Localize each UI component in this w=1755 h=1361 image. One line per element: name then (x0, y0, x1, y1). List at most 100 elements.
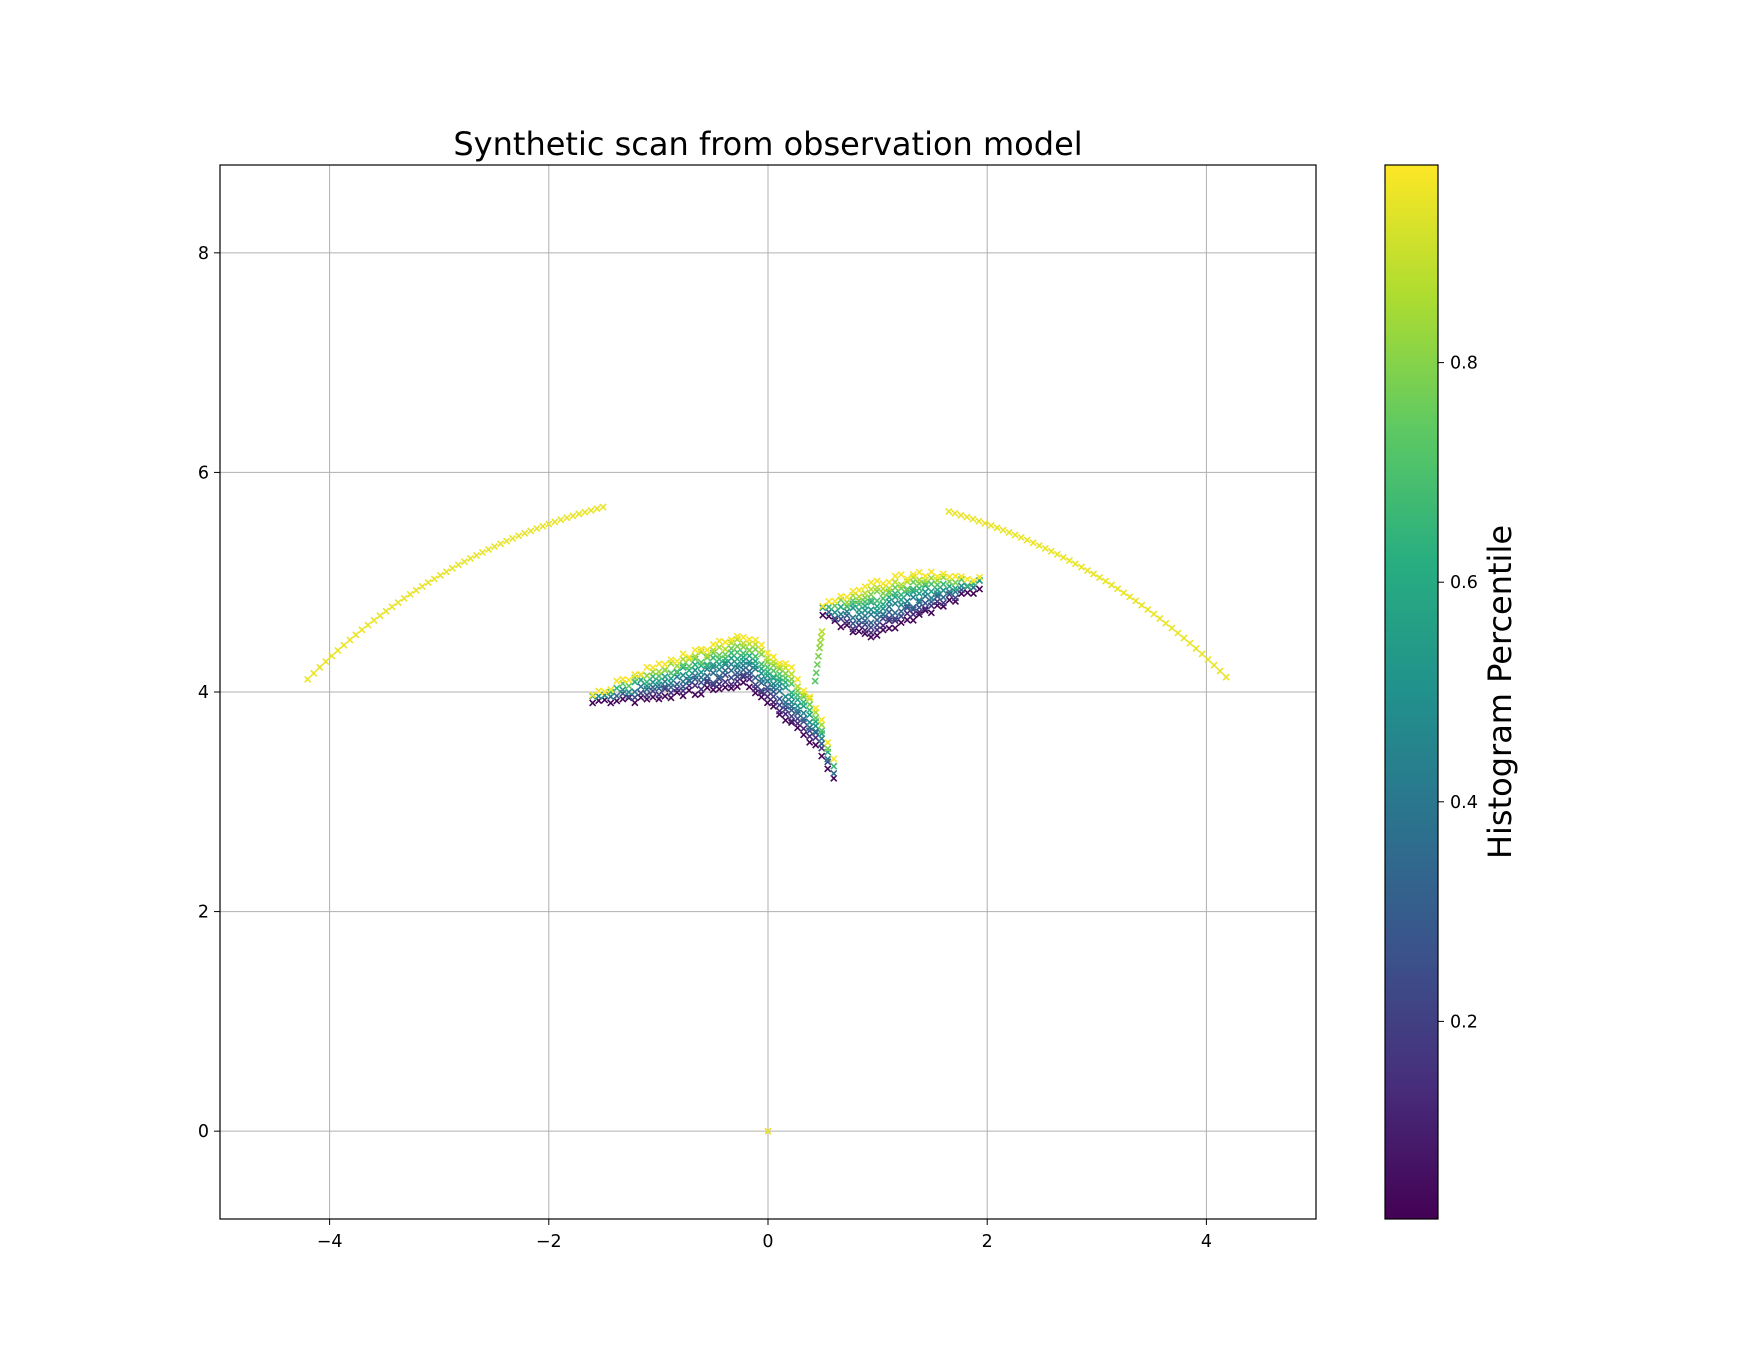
scatter-point (903, 586, 911, 594)
scatter-point (527, 527, 535, 535)
scatter-point (1017, 533, 1025, 542)
scatter-point (394, 598, 402, 607)
scatter-point (903, 604, 911, 612)
scatter-point (545, 520, 553, 528)
scatter-point (533, 525, 541, 533)
scatter-point (691, 672, 699, 680)
scatter-point (825, 608, 833, 616)
scatter-point (787, 670, 796, 678)
scatter-point (775, 695, 784, 703)
scatter-point (830, 755, 838, 763)
scatter-point (800, 715, 808, 723)
scatter-point (927, 587, 935, 596)
scatter-point (739, 639, 747, 647)
scatter-point (478, 548, 487, 556)
scatter-point (867, 606, 875, 614)
scatter-point (721, 666, 729, 675)
scatter-point (927, 580, 935, 588)
scatter-point (727, 645, 735, 653)
scatter-point (751, 636, 759, 644)
scatter-point (903, 609, 911, 617)
scatter-point (709, 661, 717, 669)
scatter-point (855, 593, 863, 601)
scatter-point (775, 659, 784, 667)
scatter-point (751, 652, 759, 660)
scatter-point (340, 641, 348, 649)
scatter-point (781, 698, 790, 706)
scatter-point (921, 582, 929, 590)
scatter-point (903, 578, 911, 586)
scatter-point (861, 612, 869, 620)
scatter-point (727, 654, 735, 662)
scatter-point (843, 617, 851, 626)
scatter-point (691, 655, 699, 663)
scatter-point (993, 524, 1001, 532)
scatter-point (787, 698, 796, 706)
scatter-point (679, 671, 687, 679)
scatter-point (824, 765, 832, 773)
scatter-point (667, 669, 675, 677)
scatter-point (963, 513, 971, 521)
scatter-point (739, 633, 747, 641)
y-tick-label: 0 (198, 1122, 209, 1142)
scatter-point (607, 699, 615, 707)
scatter-point (557, 516, 565, 524)
scatter-point (757, 660, 765, 668)
scatter-point (963, 582, 972, 590)
scatter-point (909, 593, 917, 601)
scatter-point (661, 666, 669, 674)
scatter-point (812, 714, 820, 722)
scatter-points (304, 503, 1230, 1135)
scatter-point (818, 740, 826, 748)
scatter-point (867, 629, 875, 637)
scatter-point (939, 593, 947, 601)
scatter-point (364, 621, 372, 629)
scatter-point (1108, 581, 1116, 589)
scatter-point (849, 587, 857, 595)
scatter-point (1005, 528, 1013, 537)
scatter-point (1150, 610, 1158, 618)
scatter-point (915, 596, 923, 604)
scatter-point (921, 606, 929, 614)
scatter-point (981, 519, 989, 527)
scatter-point (1083, 566, 1092, 575)
scatter-point (813, 660, 821, 669)
scatter-point (631, 671, 639, 679)
scatter-point (587, 506, 595, 514)
scatter-point (794, 715, 802, 723)
scatter-point (745, 667, 753, 675)
scatter-point (521, 529, 529, 537)
y-axis-ticks: 0 2 4 6 8 (198, 244, 220, 1142)
scatter-point (709, 663, 717, 671)
scatter-point (697, 673, 705, 682)
scatter-point (619, 686, 627, 694)
scatter-point (837, 610, 845, 618)
scatter-point (812, 669, 820, 677)
scatter-point (595, 687, 603, 695)
scatter-point (781, 693, 790, 701)
scatter-point (891, 584, 899, 592)
scatter-point (442, 568, 450, 576)
scatter-point (727, 666, 735, 674)
scatter-point (757, 689, 765, 697)
scatter-point (867, 619, 875, 627)
colorbar-tick-label: 0.2 (1450, 1012, 1478, 1032)
scatter-point (806, 693, 814, 701)
scatter-point (800, 698, 808, 706)
scatter-point (891, 572, 899, 580)
scatter-point (939, 580, 947, 588)
scatter-point (861, 583, 869, 591)
scatter-point (757, 675, 765, 683)
scatter-point (891, 624, 899, 632)
scatter-point (691, 691, 699, 699)
scatter-point (897, 591, 905, 599)
scatter-point (727, 660, 735, 668)
scatter-point (1047, 547, 1055, 555)
scatter-point (806, 724, 814, 732)
scatter-point (957, 582, 966, 590)
scatter-point (855, 606, 863, 614)
scatter-point (1168, 624, 1176, 632)
scatter-point (1077, 563, 1086, 571)
scatter-point (897, 581, 905, 589)
scatter-point (843, 593, 851, 601)
